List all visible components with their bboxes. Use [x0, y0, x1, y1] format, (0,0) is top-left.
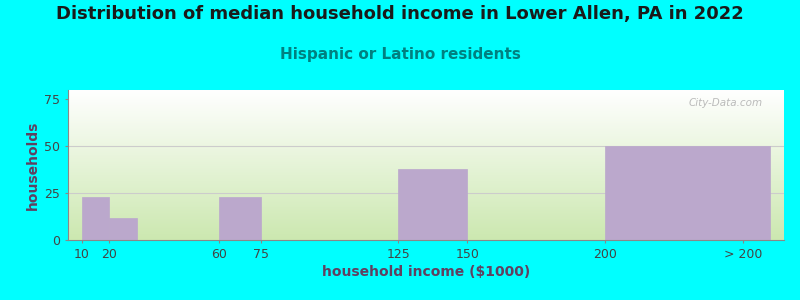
Bar [398, 169, 467, 240]
X-axis label: household income ($1000): household income ($1000) [322, 265, 530, 279]
Text: City-Data.com: City-Data.com [688, 98, 762, 107]
Bar [605, 146, 770, 240]
Bar [110, 218, 137, 240]
Text: Hispanic or Latino residents: Hispanic or Latino residents [279, 46, 521, 62]
Y-axis label: households: households [26, 120, 40, 210]
Bar [82, 197, 110, 240]
Bar [219, 197, 261, 240]
Text: Distribution of median household income in Lower Allen, PA in 2022: Distribution of median household income … [56, 4, 744, 22]
